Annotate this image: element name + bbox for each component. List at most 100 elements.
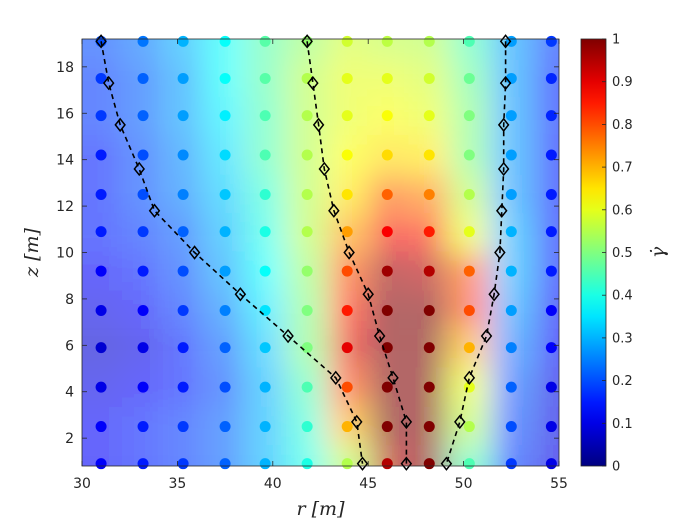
grid-point <box>137 421 149 433</box>
profile-marker <box>102 75 115 91</box>
field-cell <box>490 39 532 60</box>
field-cell <box>82 445 123 466</box>
profile-marker <box>188 245 201 260</box>
grid-point <box>423 149 435 161</box>
grid-point <box>381 110 393 122</box>
profile-marker <box>328 203 340 218</box>
grid-point <box>95 421 107 433</box>
grid-point <box>219 342 231 354</box>
grid-point <box>137 188 149 200</box>
field-cell <box>82 39 123 60</box>
field-cell <box>204 445 246 466</box>
y-tick-label: 10 <box>56 246 74 262</box>
grid-point <box>381 381 393 393</box>
colorbar-tick-label: 0.6 <box>612 203 633 218</box>
grid-point <box>137 305 149 317</box>
grid-point <box>95 381 107 393</box>
grid-point <box>137 35 149 47</box>
grid-point <box>259 265 271 277</box>
profile-line <box>445 41 507 464</box>
grid-point <box>219 35 231 47</box>
grid-point <box>423 421 435 433</box>
profile-marker <box>440 456 453 471</box>
profile-marker <box>282 328 294 344</box>
grid-point <box>381 458 393 470</box>
grid-point <box>137 458 149 470</box>
grid-point <box>423 110 435 122</box>
colorbar-tick-label: 1 <box>612 33 620 48</box>
grid-point <box>423 35 435 47</box>
colorbar-label: γ̇ <box>647 246 669 258</box>
grid-point <box>95 188 107 200</box>
grid-point <box>381 72 393 84</box>
field-cell <box>82 174 123 214</box>
grid-point <box>219 305 231 317</box>
grid-point <box>381 149 393 161</box>
grid-point <box>341 188 353 200</box>
grid-point <box>505 265 517 277</box>
field-cell <box>367 39 409 60</box>
grid-points <box>95 35 557 470</box>
grid-point <box>381 226 393 238</box>
grid-point <box>137 265 149 277</box>
grid-point <box>177 110 189 122</box>
field-cell <box>82 329 123 368</box>
grid-point <box>381 342 393 354</box>
y-tick-label: 2 <box>65 431 74 447</box>
grid-point <box>259 72 271 84</box>
grid-point <box>95 458 107 470</box>
grid-point <box>505 110 517 122</box>
field-cell <box>82 367 123 407</box>
colorbar-tick-label: 0.9 <box>612 75 633 90</box>
y-axis-label: z [m] <box>21 227 43 277</box>
grid-point <box>545 110 557 122</box>
grid-point <box>301 458 313 470</box>
grid-point <box>301 149 313 161</box>
grid-point <box>177 35 189 47</box>
y-tick-label: 18 <box>56 60 74 76</box>
grid-point <box>259 226 271 238</box>
grid-point <box>545 342 557 354</box>
field-cell <box>82 135 123 175</box>
profile-marker <box>307 75 319 91</box>
profile-marker <box>400 456 413 471</box>
field-cell <box>82 406 123 446</box>
grid-point <box>505 458 517 470</box>
grid-point <box>545 381 557 393</box>
profile-marker <box>373 328 386 344</box>
grid-point <box>423 226 435 238</box>
field-cell <box>82 251 123 291</box>
field-cell <box>286 39 328 60</box>
grid-point <box>95 110 107 122</box>
grid-point <box>423 188 435 200</box>
field-cell <box>245 445 287 466</box>
grid-point <box>301 421 313 433</box>
x-axis: 30 35 40 45 50 55 <box>73 39 568 492</box>
field-cell <box>82 97 123 136</box>
grid-point <box>95 149 107 161</box>
grid-point <box>219 421 231 433</box>
field-cell <box>327 39 368 60</box>
grid-point <box>341 265 353 277</box>
profile-marker <box>234 287 247 302</box>
grid-point <box>381 265 393 277</box>
profile-marker <box>350 414 363 430</box>
field-cell <box>122 445 164 466</box>
profile-lines <box>95 34 512 471</box>
grid-point <box>341 421 353 433</box>
grid-point <box>259 381 271 393</box>
grid-point <box>219 149 231 161</box>
grid-point <box>341 149 353 161</box>
colorbar: 0 0.1 0.2 0.3 0.4 0.5 0.6 0.7 0.8 0.9 1 γ̇ <box>580 33 669 475</box>
grid-point <box>177 305 189 317</box>
field-cell <box>286 445 328 466</box>
grid-point <box>177 265 189 277</box>
plot-area <box>81 34 560 471</box>
grid-point <box>259 421 271 433</box>
field-cell <box>408 445 450 466</box>
grid-point <box>505 421 517 433</box>
profile-marker <box>499 75 512 91</box>
grid-point <box>177 188 189 200</box>
grid-point <box>463 265 475 277</box>
grid-point <box>381 421 393 433</box>
